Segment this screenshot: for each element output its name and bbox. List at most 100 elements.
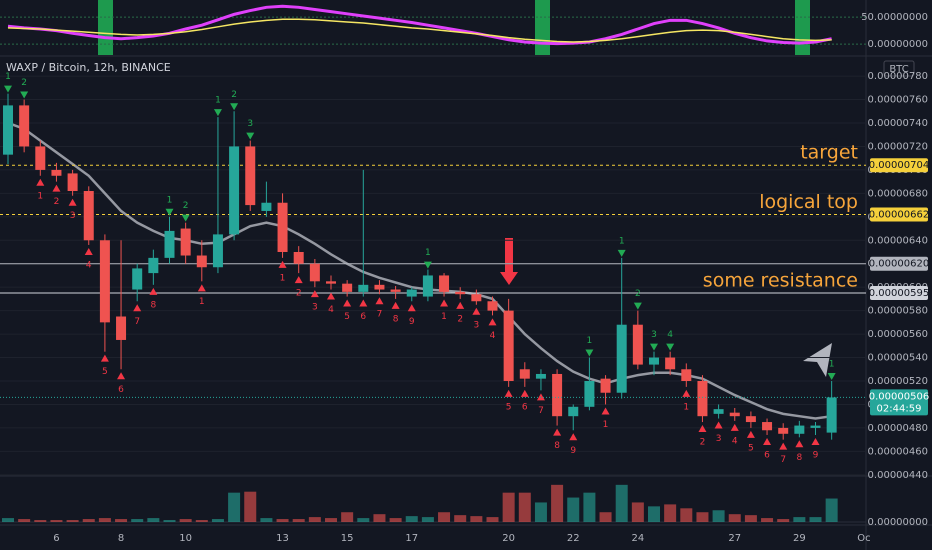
x-tick-label: 17 xyxy=(405,533,418,544)
y-tick-label: 0.00000780 xyxy=(868,71,928,82)
count-triangle xyxy=(763,437,772,445)
up-count: 3 xyxy=(247,119,253,129)
count-triangle xyxy=(472,307,481,315)
signal-box xyxy=(535,0,550,55)
volume-bar xyxy=(66,520,79,522)
candle-body xyxy=(196,255,207,268)
up-count: 2 xyxy=(183,201,189,211)
candle-body xyxy=(3,105,13,155)
volume-bar xyxy=(664,504,677,522)
candle-body xyxy=(535,373,546,379)
candle-body xyxy=(665,357,676,370)
down-count: 2 xyxy=(54,197,60,207)
down-count: 8 xyxy=(554,441,560,451)
down-count: 7 xyxy=(780,455,786,465)
down-count: 3 xyxy=(716,434,722,444)
count-triangle xyxy=(714,421,723,429)
down-count: 4 xyxy=(490,331,496,341)
down-count: 6 xyxy=(522,402,528,412)
count-triangle xyxy=(359,299,368,307)
x-tick-label: 8 xyxy=(118,533,124,544)
candle-body xyxy=(471,294,482,302)
down-count: 1 xyxy=(280,273,286,283)
count-triangle xyxy=(230,103,239,111)
last-price-box xyxy=(870,389,928,416)
volume-bar xyxy=(18,519,31,522)
down-count: 2 xyxy=(457,314,463,324)
count-triangle xyxy=(20,91,29,99)
volume-bar xyxy=(615,484,628,522)
count-triangle xyxy=(601,407,610,415)
candle-body xyxy=(326,281,336,284)
symbol-title: WAXP / Bitcoin, 12h, BINANCE xyxy=(6,61,171,74)
volume-bar xyxy=(777,519,790,522)
currency-label: BTC xyxy=(889,64,908,75)
candle-body xyxy=(826,397,837,433)
count-triangle xyxy=(617,249,626,257)
count-triangle xyxy=(117,372,126,380)
volume-bar xyxy=(131,519,144,522)
y-tick-label: 0.00000540 xyxy=(868,353,928,364)
candle-body xyxy=(83,191,94,241)
up-count: 1 xyxy=(587,336,593,346)
volume-bar xyxy=(438,512,451,522)
signal-box xyxy=(795,0,810,55)
y-tick-label: 0.00000460 xyxy=(868,446,928,457)
candle-body xyxy=(762,422,773,431)
volume-bar xyxy=(179,519,192,522)
y-tick-label: 0.00000480 xyxy=(868,423,928,434)
count-triangle xyxy=(149,287,158,295)
candle-body xyxy=(794,425,805,434)
candle-body xyxy=(35,146,46,170)
candle-body xyxy=(148,257,159,274)
down-count: 5 xyxy=(102,367,108,377)
candle-body xyxy=(455,291,466,295)
count-triangle xyxy=(375,297,384,305)
indicator-line xyxy=(7,18,832,43)
volume-bar xyxy=(518,492,531,522)
candle-body xyxy=(745,416,756,423)
count-triangle xyxy=(698,425,707,433)
candle-body xyxy=(390,289,401,292)
x-tick-label: 6 xyxy=(53,533,59,544)
countdown: 02:44:59 xyxy=(877,403,922,414)
count-triangle xyxy=(585,349,594,357)
down-count: 1 xyxy=(441,312,447,322)
count-triangle xyxy=(213,109,222,117)
candle-body xyxy=(19,105,30,147)
candle-body xyxy=(116,316,127,340)
volume-bar xyxy=(454,515,467,522)
volume-bar xyxy=(599,512,612,522)
down-count: 7 xyxy=(377,310,383,320)
down-arrow xyxy=(500,238,518,285)
candle-body xyxy=(164,230,175,258)
y-tick-label: 0.00000520 xyxy=(868,376,928,387)
y-tick-label: 0.00000440 xyxy=(868,470,928,481)
cursor-arrow xyxy=(803,343,832,377)
candle-body xyxy=(503,310,514,382)
volume-bar xyxy=(502,492,515,522)
level-label: 0.00000662 xyxy=(869,209,929,220)
x-tick-label: 20 xyxy=(502,533,515,544)
candle-body xyxy=(600,378,611,393)
down-count: 1 xyxy=(37,191,43,201)
candle-body xyxy=(277,202,288,252)
x-tick-label: 13 xyxy=(276,533,289,544)
volume-bar xyxy=(195,520,208,522)
volume-bar xyxy=(680,508,693,522)
count-triangle xyxy=(746,430,755,438)
volume-bar xyxy=(244,491,257,522)
count-triangle xyxy=(795,440,804,448)
down-count: 9 xyxy=(570,446,576,456)
down-count: 5 xyxy=(344,312,350,322)
down-count: 9 xyxy=(813,450,819,460)
count-triangle xyxy=(197,284,206,292)
volume-bar xyxy=(696,512,709,522)
volume-bar xyxy=(2,518,14,522)
level-annotation: logical top xyxy=(759,191,858,213)
volume-bar xyxy=(98,518,111,522)
volume-bar xyxy=(728,514,741,522)
count-triangle xyxy=(827,373,836,381)
candle-body xyxy=(810,425,821,428)
y-tick-label: 0.00000760 xyxy=(868,95,928,106)
